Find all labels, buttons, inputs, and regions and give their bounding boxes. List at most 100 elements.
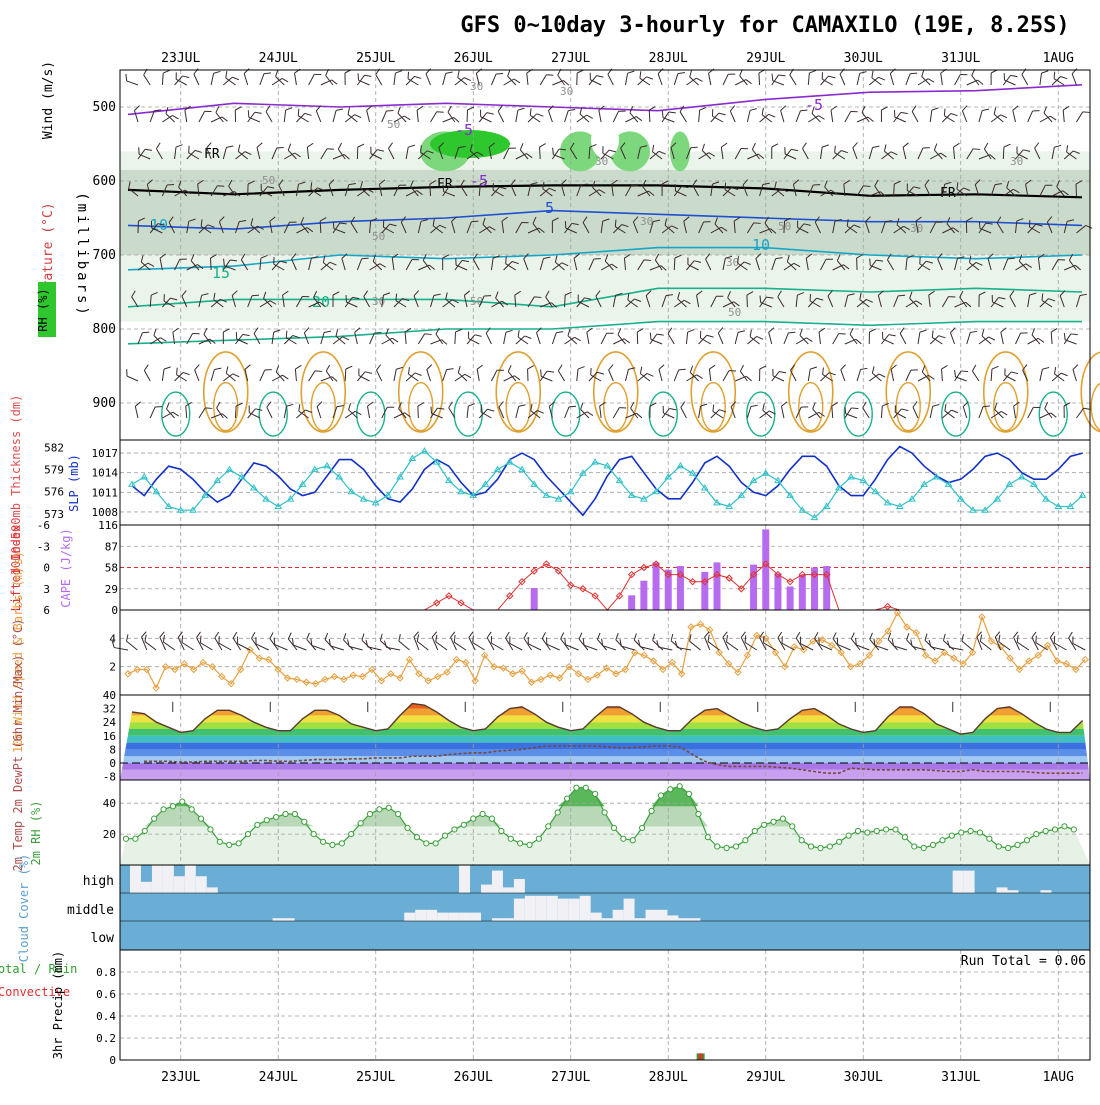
rh-point [424,841,429,846]
wind-barb [345,369,346,381]
cloud-bar-middle [678,918,689,921]
precip-tick: 0.6 [96,988,116,1001]
freezing-level-label: FR [204,147,220,162]
wind-barb [894,184,895,196]
rh-point [227,842,232,847]
rh-point [996,844,1001,849]
cloud-bar-middle [514,899,525,921]
date-label-bottom: 24JUL [259,1070,298,1085]
cape-bar [774,573,781,610]
surface-wind-barb [528,644,541,650]
temp-band [120,729,1090,736]
wind-barb [540,147,541,159]
rh-point [245,831,250,836]
surface-wind-barb [579,633,582,639]
wind-barb [431,407,432,414]
cloud-bar-high [1040,890,1051,893]
thickness-tick: 576 [44,486,64,499]
precip-conv-bar [699,1053,703,1060]
cloud-bar-high [964,871,975,893]
run-total: Run Total = 0.06 [961,954,1086,969]
rh-point [733,844,738,849]
rh-point [414,835,419,840]
panel1-wind-label: Wind (m/s) [41,61,56,139]
surface-wind-barb [1050,632,1054,638]
wind-barb [944,109,945,116]
contour-label: 50 [728,306,741,319]
cloud-level-label: high [83,874,114,889]
cloud-bar-high [459,865,470,893]
rh-point [442,833,447,838]
contour-label: -5 [455,121,473,139]
wind-barb [236,406,237,418]
date-label-bottom: 28JUL [649,1070,688,1085]
rh-point [602,810,607,815]
rh-point [921,845,926,850]
surface-wind-barb [1036,636,1037,643]
rh-point [499,828,504,833]
rh-point [959,830,964,835]
panel-rh-temp-wind: 500600700800900-5-5-55101015205030503050… [93,69,1100,440]
rh-point [217,839,222,844]
precip-tick: 0 [109,1054,116,1067]
rh-point [198,816,203,821]
rh-point [715,844,720,849]
surface-wind-barb [473,636,474,643]
rh-point [1024,838,1029,843]
surface-wind-barb [343,633,345,640]
rh-point [968,828,973,833]
surface-wind-barb [999,635,1000,642]
rh-point [884,827,889,832]
slp-tick: 1014 [92,467,119,480]
panel1-rh-label: RH (%) [36,288,50,331]
rh-point [987,836,992,841]
rh-point [1034,831,1039,836]
surface-wind-barb [436,635,437,642]
cloud-bar-middle [613,910,624,921]
temp-tick: 40 [103,689,116,702]
cloud-level-label: low [91,931,115,946]
rh-point [790,824,795,829]
rh-point [255,822,260,827]
panel3-cape-label: CAPE (J/kg) [59,528,73,607]
temp-band [120,756,1090,763]
cape-bar [628,595,635,610]
cape-tick: 58 [105,562,118,575]
wind-barb [430,184,431,196]
rh-point [621,836,626,841]
wind-barb [506,257,507,264]
rh-point [433,841,438,846]
rh-point [912,844,917,849]
cloud-level-label: middle [67,903,114,918]
surface-wind-barb [127,641,138,650]
contour-label: -5 [805,96,823,114]
wind-barb [754,223,761,224]
rh-point [752,828,757,833]
surface-wind-barb [671,634,673,641]
cloud-bar-middle [602,918,613,921]
cloud-bar-middle [503,918,514,921]
panel1-axis-label: (millibars) [74,192,90,318]
wind-barb [286,331,287,338]
wind-barb [615,220,616,227]
surface-wind-barb [197,632,201,638]
temp-bands [120,695,1090,780]
contour-label: 5 [545,199,554,217]
rh-point [1043,828,1048,833]
surface-wind-barb [362,634,364,641]
rh-point [123,836,128,841]
surface-wind-barb [451,632,455,638]
rh-point [1006,845,1011,850]
rh-point [180,799,185,804]
rh-point [536,836,541,841]
pressure-tick: 800 [93,322,116,337]
cloud-bar-middle [492,918,503,921]
cape-tick: 29 [105,583,118,596]
rh-point [133,836,138,841]
wind-barb [725,183,726,190]
surface-wind-barb [616,633,618,640]
surface-wind-barb [925,634,927,641]
